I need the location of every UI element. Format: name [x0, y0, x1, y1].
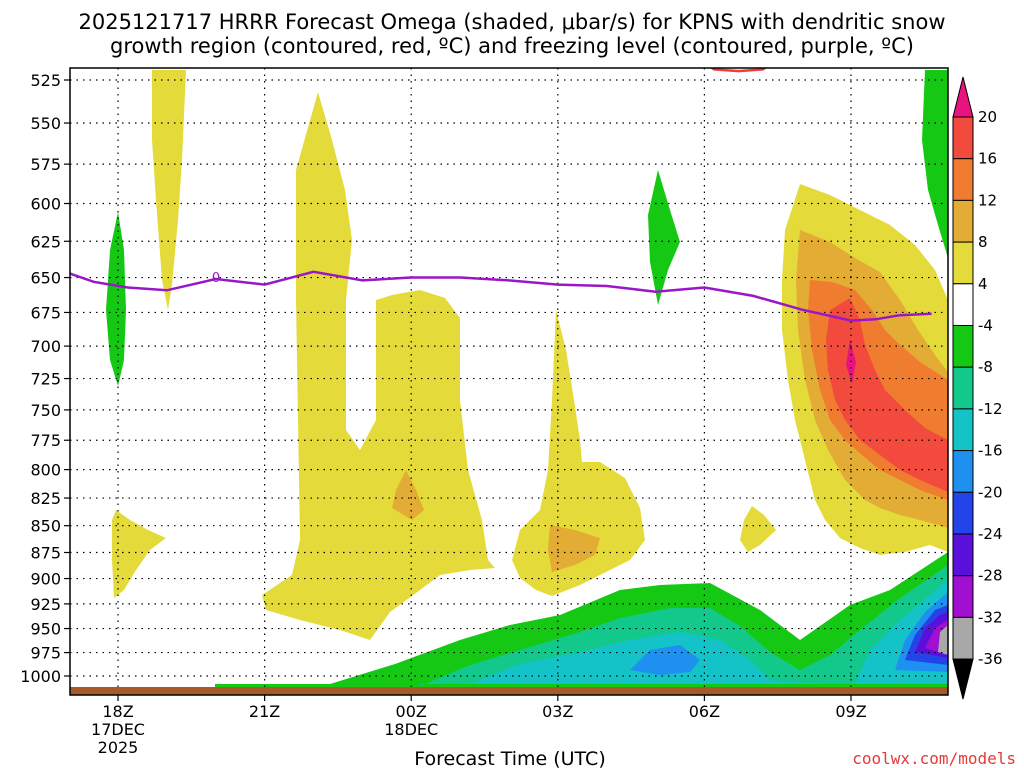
x-tick-label: 18Z [102, 702, 133, 721]
y-tick-label: 525 [30, 71, 61, 90]
y-tick-label: 950 [30, 620, 61, 639]
colorbar-label: -4 [978, 317, 993, 335]
colorbar-segment [952, 199, 974, 243]
omega-pos4-large-22z [262, 92, 495, 640]
omega-blob-minus4-18z [106, 212, 126, 386]
chart-title-line2: growth region (contoured, red, ºC) and f… [110, 34, 914, 58]
y-tick-label: 1000 [20, 667, 61, 686]
colorbar-segment [952, 241, 974, 285]
omega-pos4-small-0630z [740, 506, 776, 552]
terrain-ground [70, 687, 948, 695]
y-tick-label: 725 [30, 370, 61, 389]
colorbar-label: -36 [978, 650, 1003, 668]
colorbar-label: 4 [978, 275, 988, 293]
y-tick-label: 625 [30, 232, 61, 251]
omega-shading [106, 70, 948, 690]
x-axis-title: Forecast Time (UTC) [414, 748, 605, 768]
colorbar-label: -32 [978, 608, 1003, 626]
freezing-level-line [70, 270, 932, 322]
omega-pos4-column-19z [152, 70, 186, 310]
colorbar: 20 16 12 8 4 -4 -8 -12 -16 -20 -24 -28 -32 -36 [952, 76, 1003, 700]
y-tick-label: 775 [30, 431, 61, 450]
y-tick-label: 600 [30, 195, 61, 214]
x-tick-label: 03Z [542, 702, 573, 721]
colorbar-segment [952, 533, 974, 577]
y-tick-label: 750 [30, 401, 61, 420]
colorbar-bottom-arrow [952, 658, 974, 700]
omega-pos4-small-18z [112, 510, 166, 598]
x-tick-label: 00Z [396, 702, 427, 721]
plot-frame [69, 67, 949, 696]
colorbar-segment [952, 408, 974, 452]
colorbar-segment [952, 450, 974, 493]
colorbar-label: 16 [978, 150, 997, 168]
colorbar-label: 12 [978, 191, 997, 209]
y-tick-label: 900 [30, 570, 61, 589]
omega-pos4-column-03z [512, 310, 645, 596]
colorbar-segment [952, 491, 974, 535]
y-tick-label: 550 [30, 114, 61, 133]
y-tick-label: 825 [30, 489, 61, 508]
freezing-level-label: 0 [212, 271, 220, 286]
colorbar-label: -28 [978, 567, 1003, 585]
y-tick-label: 875 [30, 543, 61, 562]
colorbar-label: -20 [978, 483, 1003, 501]
dgz-contour-line [709, 68, 768, 73]
y-tick-label: 700 [30, 337, 61, 356]
colorbar-segment [952, 366, 974, 410]
colorbar-label: 8 [978, 233, 988, 251]
y-tick-label: 675 [30, 303, 61, 322]
x-tick-year-label: 2025 [98, 738, 139, 757]
x-tick-label: 09Z [835, 702, 866, 721]
x-tick-label: 06Z [689, 702, 720, 721]
omega-pos8-blob-0330z [548, 525, 600, 572]
colorbar-label: 20 [978, 108, 997, 126]
credit-text: coolwx.com/models [852, 749, 1016, 768]
colorbar-top-arrow [952, 76, 974, 118]
y-tick-label: 850 [30, 517, 61, 536]
omega-band-minus36 [938, 625, 948, 655]
x-tick-label: 21Z [249, 702, 280, 721]
omega-band-minus12 [470, 580, 948, 684]
y-tick-label: 925 [30, 595, 61, 614]
x-gridlines [117, 68, 852, 695]
y-tick-label: 575 [30, 155, 61, 174]
omega-band-minus8 [420, 565, 948, 686]
y-tick-label: 650 [30, 269, 61, 288]
plot-area: 0 [70, 68, 948, 695]
y-axis: 525 550 575 600 625 650 675 700 725 750 775 800 825 8… [20, 71, 70, 686]
colorbar-segment [952, 283, 974, 326]
omega-pos8-blob-0030z [392, 470, 424, 520]
colorbar-label: -16 [978, 442, 1003, 460]
colorbar-segment [952, 575, 974, 618]
colorbar-segment [952, 325, 974, 368]
colorbar-label: -12 [978, 400, 1003, 418]
x-tick-date-label: 18DEC [384, 720, 438, 739]
omega-band-minus16 [630, 592, 948, 675]
colorbar-label: -24 [978, 525, 1003, 543]
colorbar-segment [952, 116, 974, 160]
chart-title-line1: 2025121717 HRRR Forecast Omega (shaded, … [78, 10, 945, 34]
colorbar-segment [952, 616, 974, 660]
y-tick-label: 975 [30, 644, 61, 663]
colorbar-label: -8 [978, 358, 993, 376]
x-tick-date-label: 17DEC [91, 720, 145, 739]
y-tick-label: 800 [30, 461, 61, 480]
colorbar-segment [952, 158, 974, 201]
